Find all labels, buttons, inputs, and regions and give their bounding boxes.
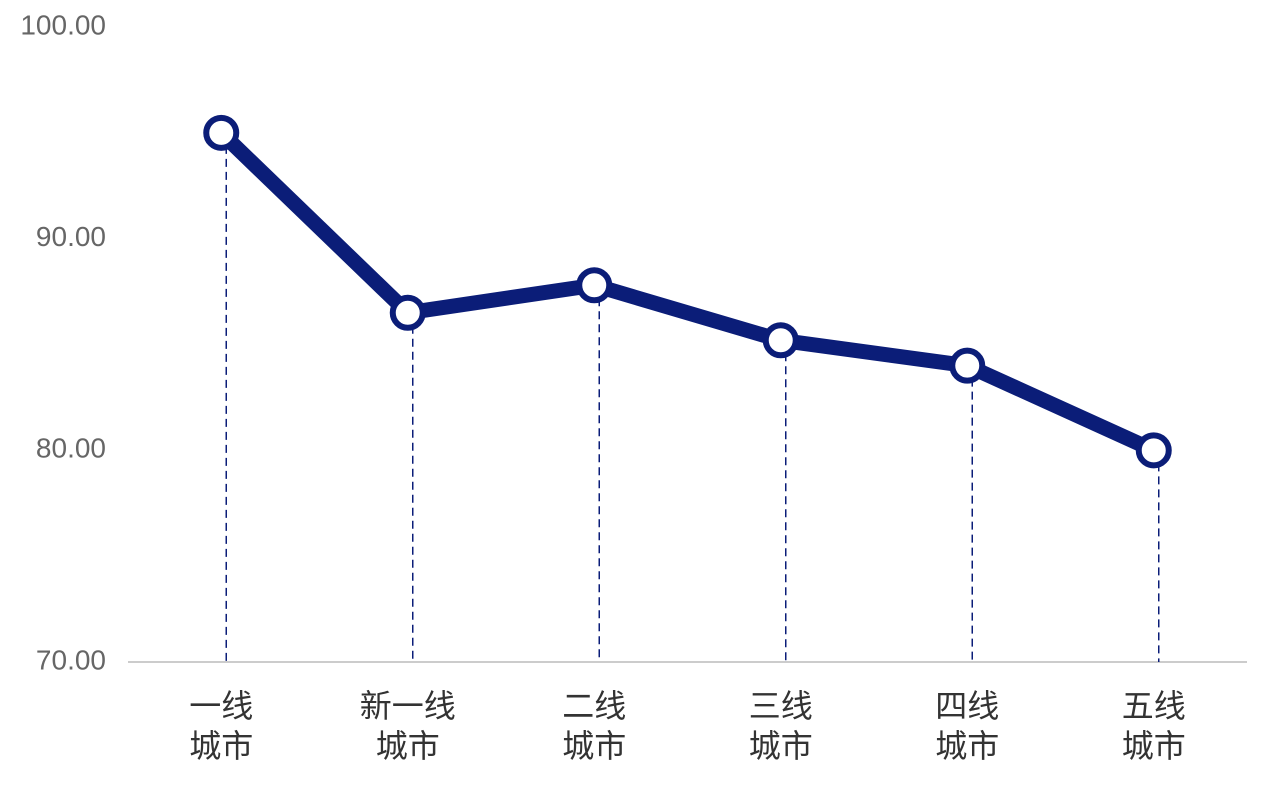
x-tick-label: 三线 城市	[748, 687, 813, 765]
point	[1135, 432, 1172, 469]
y-tick-label: 90.00	[36, 221, 106, 252]
x-tick-label: 五线 城市	[1121, 687, 1186, 765]
x-tick-label: 新一线 城市	[359, 687, 456, 765]
y-tick-label: 100.00	[20, 9, 106, 40]
x-tick-label: 一线 城市	[189, 687, 254, 765]
point	[576, 267, 613, 304]
line	[213, 125, 1162, 458]
point	[949, 347, 986, 384]
x-tick-label: 二线 城市	[562, 687, 627, 765]
point	[762, 322, 799, 359]
point	[389, 294, 426, 331]
x-tick-label: 四线 城市	[935, 687, 1000, 765]
y-tick-label: 70.00	[36, 644, 106, 675]
point	[203, 114, 240, 151]
y-tick-label: 80.00	[36, 433, 106, 464]
